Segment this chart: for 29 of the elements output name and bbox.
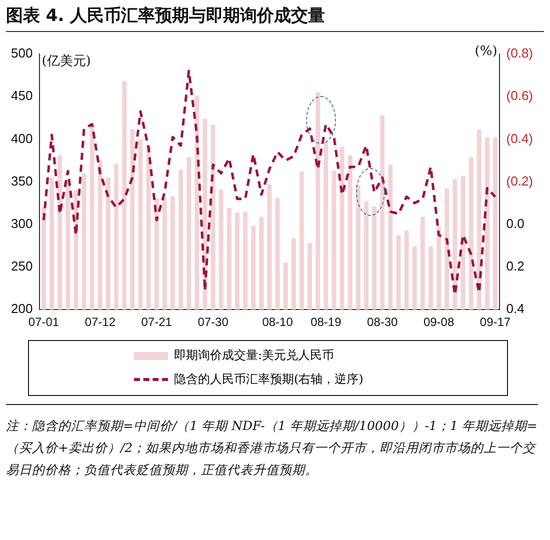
x-tick-label: 08-10: [262, 315, 294, 330]
y2-axis-title: (%): [474, 44, 498, 59]
y-tick-label: 450: [10, 88, 33, 104]
y-tick-label: 200: [10, 301, 33, 316]
x-tick-label: 09-17: [480, 315, 511, 330]
y-tick-label: 400: [10, 130, 33, 146]
y2-tick-label: (0.4): [506, 130, 534, 146]
y2-tick-label: 0.0: [506, 216, 524, 231]
text: 注：隐含的汇率预期=中间价/（1 年期 NDF-（1 年期远掉期/10000））-1；1 年期远掉期=（买入价+卖出价）/2；如果内地市场和香港市场只有一个开市，即沿用闭市市场的上一个交易日的价格；负值代表贬值预期，正值代表升值预期。: [6, 417, 538, 479]
chart-title: 图表 4. 人民币汇率预期与即期询价成交量: [6, 4, 544, 32]
y-tick-label: 300: [10, 216, 33, 231]
legend-label: 隐含的人民币汇率预期(右轴，逆序): [174, 371, 364, 388]
y-tick-label: 500: [10, 46, 33, 61]
y2-tick-label: 0.2: [506, 258, 524, 274]
legend-label: 即期询价成交量:美元兑人民币: [174, 347, 334, 364]
x-tick-label: 09-08: [423, 315, 454, 330]
x-tick-label: 07-21: [141, 315, 172, 330]
y-axis-title: (亿美元): [42, 52, 91, 69]
x-tick-label: 07-12: [84, 315, 116, 330]
y2-tick-label: (0.8): [506, 46, 534, 61]
y2-tick-label: (0.6): [506, 88, 534, 104]
y2-tick-label: 0.4: [506, 301, 524, 316]
y-tick-label: 250: [10, 258, 33, 274]
y-tick-label: 350: [10, 173, 33, 188]
y2-tick-label: (0.2): [506, 173, 534, 188]
x-tick-label: 07-01: [28, 315, 60, 330]
x-tick-label: 08-19: [310, 315, 342, 330]
x-tick-label: 07-30: [198, 315, 229, 330]
x-tick-label: 08-30: [367, 315, 398, 330]
